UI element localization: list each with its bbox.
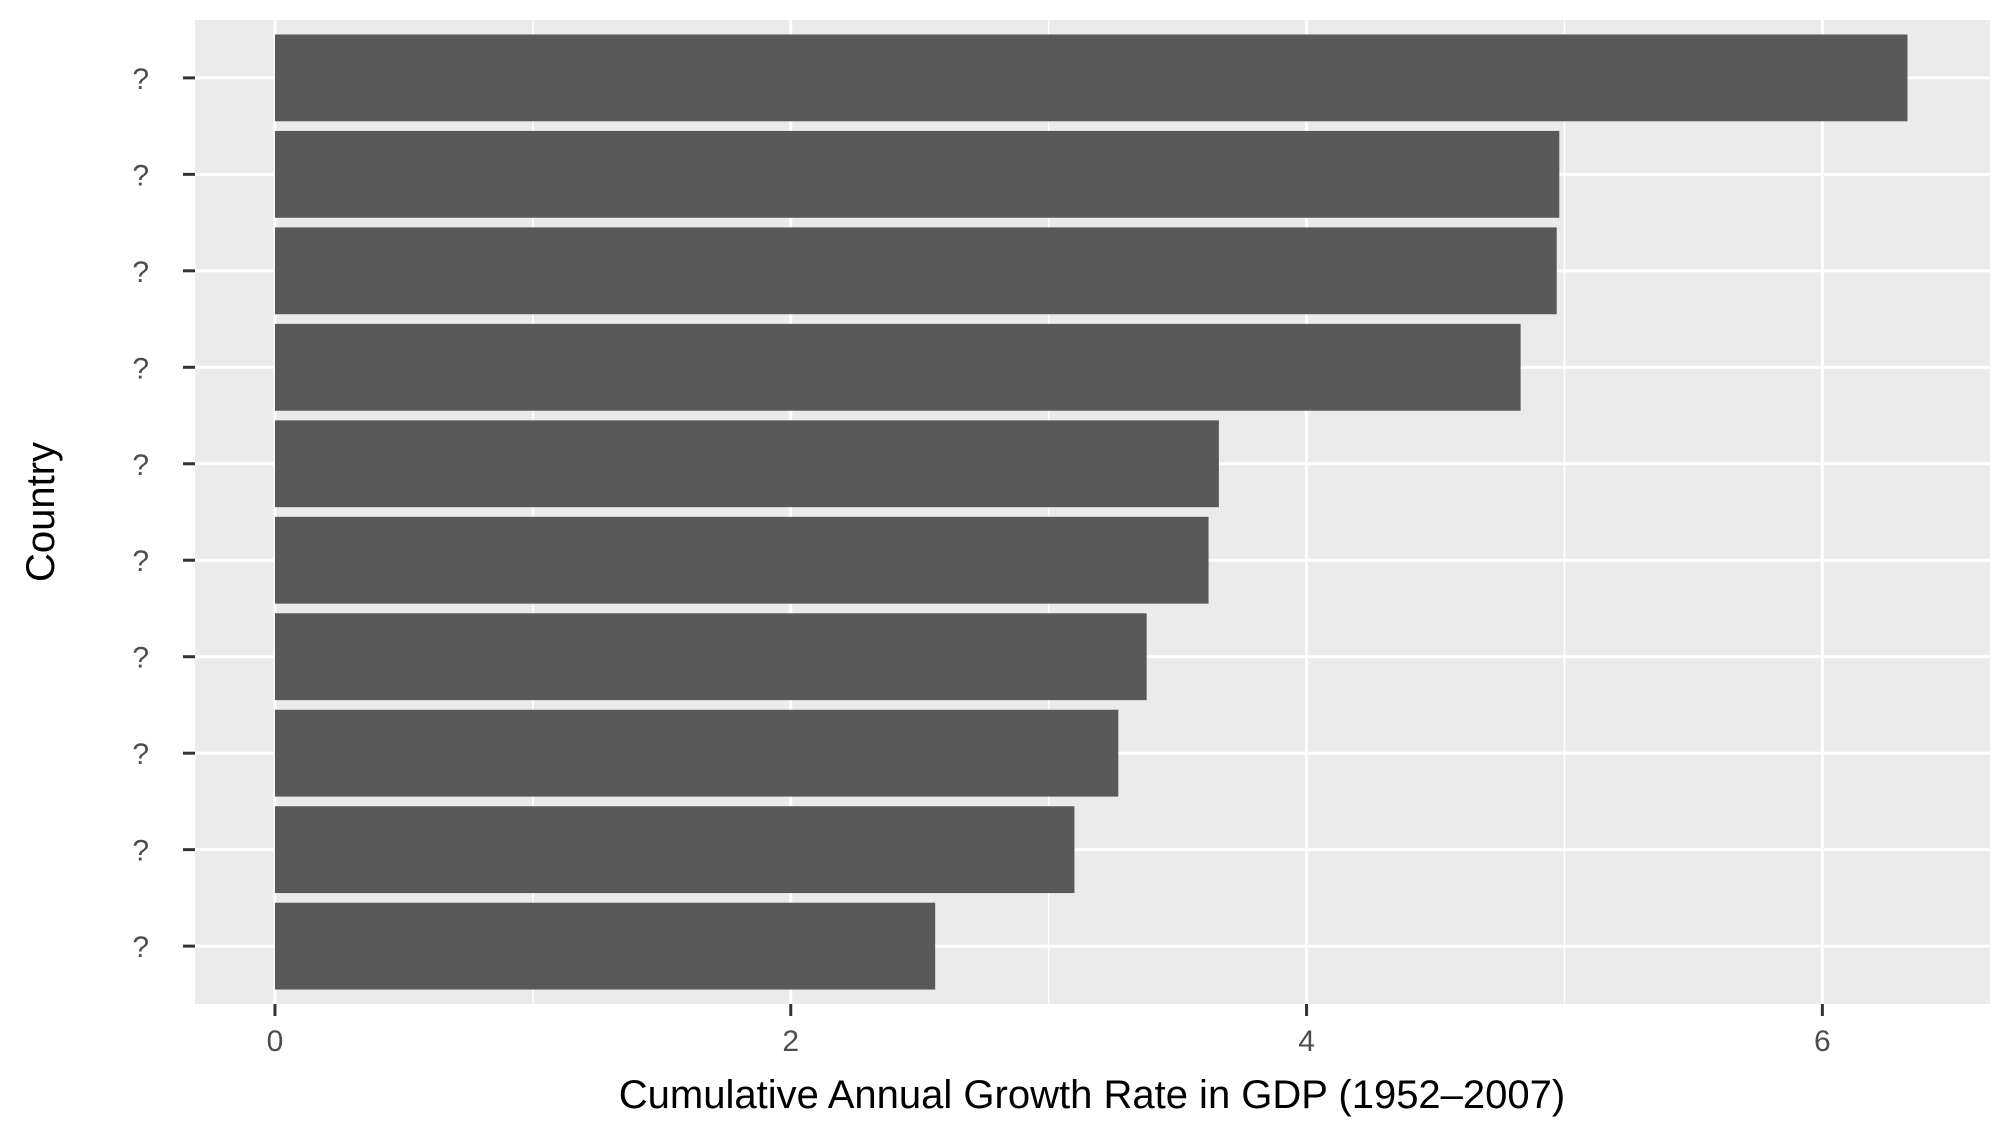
bar xyxy=(274,227,1557,315)
x-axis: 0 2 4 6 xyxy=(267,1004,1831,1058)
x-tick-label: 4 xyxy=(1298,1025,1315,1058)
y-tick-label: ? xyxy=(132,63,149,96)
x-axis-title: Cumulative Annual Growth Rate in GDP (19… xyxy=(619,1073,1565,1117)
y-axis: ?????????? xyxy=(132,63,195,964)
bars xyxy=(274,34,1908,990)
y-tick-label: ? xyxy=(132,352,149,385)
y-tick-label: ? xyxy=(132,545,149,578)
y-tick-label: ? xyxy=(132,159,149,192)
y-tick-label: ? xyxy=(132,931,149,964)
x-tick-label: 6 xyxy=(1814,1025,1831,1058)
y-tick-label: ? xyxy=(132,449,149,482)
y-tick-label: ? xyxy=(132,835,149,868)
y-axis-title: Country xyxy=(19,442,63,582)
bar xyxy=(274,902,936,990)
y-tick-label: ? xyxy=(132,642,149,675)
bar xyxy=(274,420,1219,508)
y-tick-label: ? xyxy=(132,738,149,771)
bar xyxy=(274,613,1147,701)
bar xyxy=(274,709,1119,797)
bar xyxy=(274,323,1521,411)
bar xyxy=(274,130,1560,218)
x-tick-label: 0 xyxy=(267,1025,284,1058)
bar xyxy=(274,806,1075,894)
y-tick-label: ? xyxy=(132,256,149,289)
bar xyxy=(274,34,1908,122)
x-tick-label: 2 xyxy=(782,1025,799,1058)
bar xyxy=(274,516,1209,604)
